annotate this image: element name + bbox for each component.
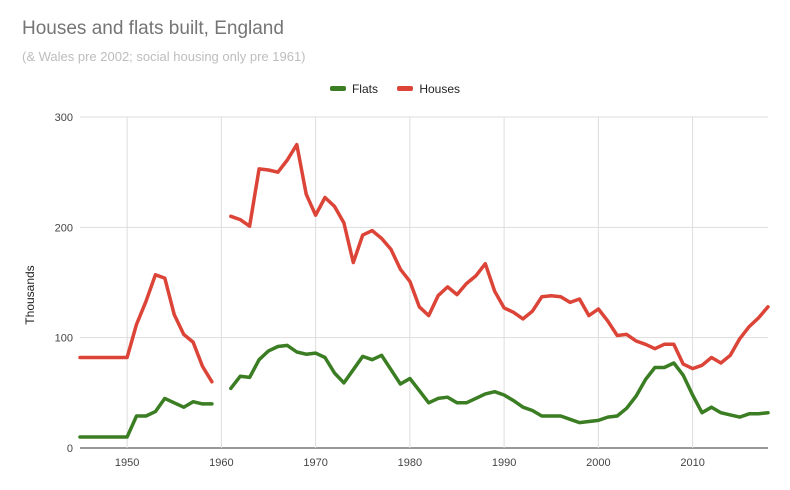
legend-label-houses: Houses xyxy=(419,81,461,96)
y-tick-label: 100 xyxy=(55,333,73,345)
series-line-flats xyxy=(78,396,214,439)
legend-label-flats: Flats xyxy=(351,81,378,96)
legend-item-houses[interactable]: Houses xyxy=(397,82,460,96)
y-tick-label: 200 xyxy=(55,222,73,234)
series-line-flats xyxy=(229,343,770,425)
x-tick-label: 1990 xyxy=(492,457,516,469)
y-tick-label: 300 xyxy=(55,112,73,124)
y-tick-label: 0 xyxy=(67,443,73,455)
x-tick-label: 1970 xyxy=(303,457,327,469)
chart-subtitle: (& Wales pre 2002; social housing only p… xyxy=(22,49,306,64)
legend-item-flats[interactable]: Flats xyxy=(329,81,378,96)
chart-title: Houses and flats built, England xyxy=(22,18,284,39)
series-line-houses xyxy=(229,142,770,371)
x-tick-label: 1980 xyxy=(398,457,422,469)
x-tick-label: 1950 xyxy=(115,457,139,469)
chart-legend: Flats Houses xyxy=(0,80,790,96)
x-tick-label: 1960 xyxy=(209,457,233,469)
legend-swatch-houses xyxy=(397,86,414,91)
x-tick-label: 2010 xyxy=(680,457,704,469)
series-line-houses xyxy=(78,273,214,384)
x-tick-label: 2000 xyxy=(586,457,610,469)
legend-swatch-flats xyxy=(329,86,346,91)
